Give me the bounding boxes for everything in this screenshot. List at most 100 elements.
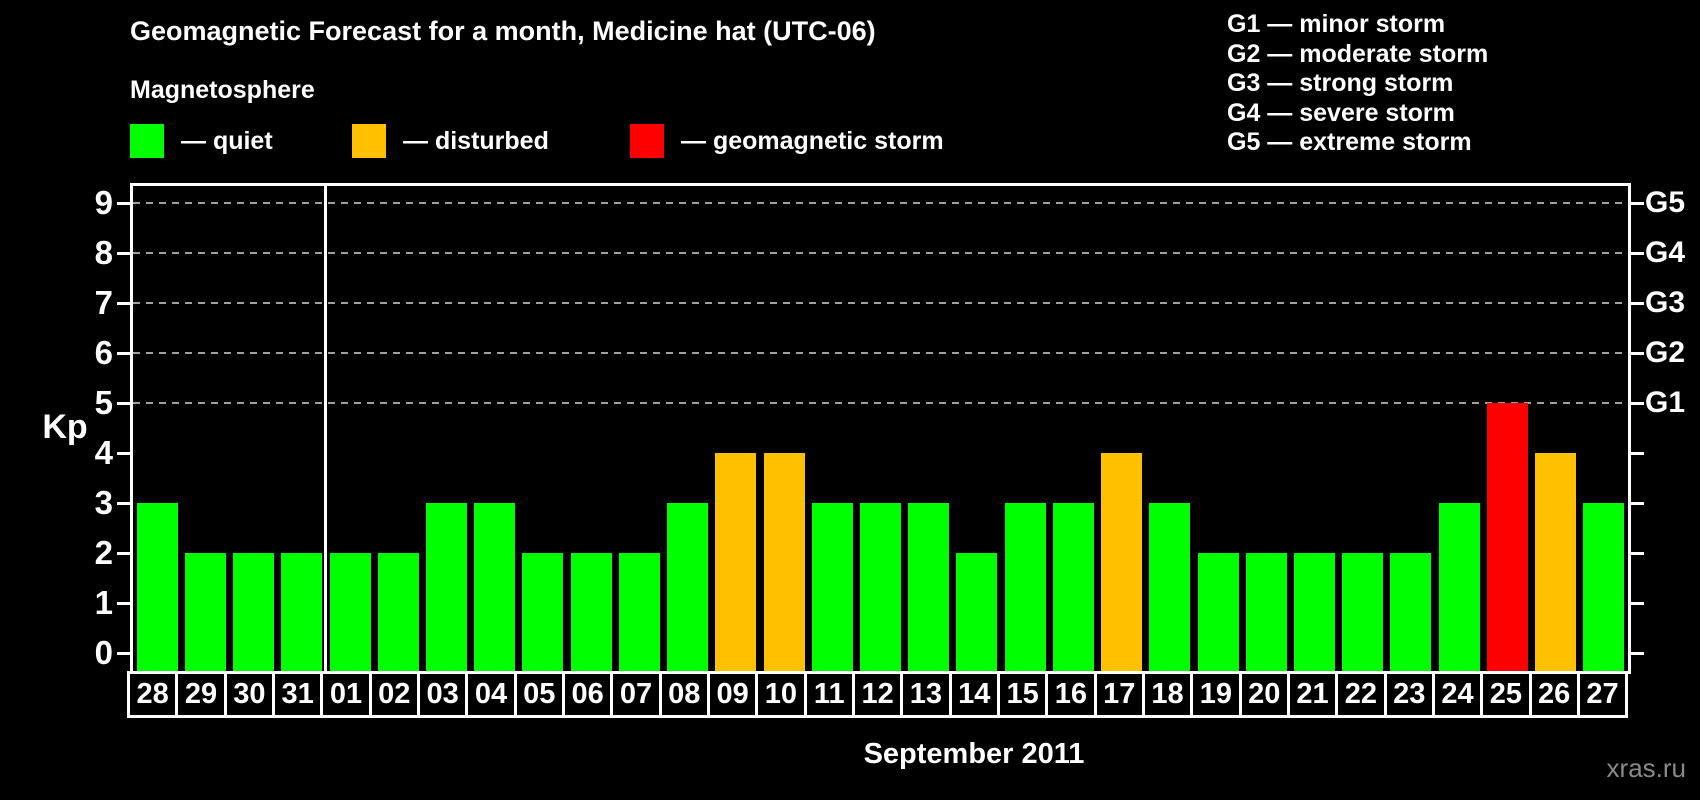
gridline-kp8 (133, 252, 1628, 254)
right-axis-tick (1631, 402, 1644, 405)
day-label-box: 05 (513, 671, 565, 718)
day-label-box: 08 (658, 671, 710, 718)
day-label-box: 14 (948, 671, 1000, 718)
y-axis-tick (117, 452, 130, 455)
right-axis-tick (1631, 602, 1644, 605)
y-axis-tick (117, 402, 130, 405)
kp-bar-day-30 (233, 553, 275, 671)
y-axis-tick (117, 602, 130, 605)
day-label-box: 29 (175, 671, 227, 718)
y-axis-label: Kp (42, 408, 88, 446)
kp-bar-day-04 (474, 503, 516, 671)
day-label-box: 31 (271, 671, 324, 718)
right-axis-tick (1631, 352, 1644, 355)
kp-bar-day-18 (1149, 503, 1191, 671)
gridline-kp7 (133, 302, 1628, 304)
day-label-box: 24 (1431, 671, 1484, 718)
y-tick-label: 2 (94, 534, 113, 571)
day-label-box: 16 (1045, 671, 1097, 718)
legend-item-quiet: — quiet (130, 122, 273, 160)
kp-bar-day-31 (281, 553, 323, 671)
day-label-box: 26 (1528, 671, 1580, 718)
day-label-box: 22 (1335, 671, 1387, 718)
day-label-box: 18 (1141, 671, 1194, 718)
x-axis-month-label: September 2011 (863, 738, 1085, 770)
day-label-box: 01 (320, 671, 372, 718)
disturbed-color-swatch (352, 124, 386, 158)
legend-label-disturbed: — disturbed (403, 126, 549, 155)
g-scale-label-g4: G4 (1645, 236, 1686, 269)
legend-item-disturbed: — disturbed (352, 122, 549, 160)
g-scale-label-g1: G1 (1645, 386, 1686, 419)
kp-bar-day-16 (1052, 503, 1094, 671)
y-tick-label: 8 (94, 234, 113, 271)
legend-label-storm: — geomagnetic storm (681, 126, 944, 155)
day-label-box: 10 (755, 671, 807, 718)
g-scale-label-g5: G5 (1645, 186, 1686, 219)
right-axis-tick (1631, 302, 1644, 305)
kp-bar-day-27 (1583, 503, 1625, 671)
kp-bar-day-15 (1004, 503, 1046, 671)
day-label-box: 28 (127, 671, 179, 718)
storm-scale-legend-line: G4 — severe storm (1227, 98, 1455, 127)
kp-bar-day-21 (1294, 553, 1336, 671)
kp-bar-day-05 (522, 553, 564, 671)
kp-bar-day-10 (763, 453, 805, 671)
y-axis-tick (117, 552, 130, 555)
storm-scale-legend: G1 — minor storm G2 — moderate storm G3 — … (1227, 10, 1488, 158)
y-tick-label: 1 (94, 584, 113, 621)
gridline-kp9 (133, 202, 1628, 204)
y-axis-tick (117, 352, 130, 355)
y-axis-tick (117, 202, 130, 205)
gridline-kp5 (133, 402, 1628, 404)
day-label-box: 19 (1190, 671, 1242, 718)
day-label-box: 07 (610, 671, 662, 718)
day-label-box: 30 (223, 671, 275, 718)
y-tick-label: 7 (94, 284, 113, 321)
y-axis-tick (117, 252, 130, 255)
y-tick-label: 9 (94, 184, 113, 221)
y-tick-label: 0 (94, 634, 113, 671)
day-label-box: 03 (416, 671, 469, 718)
right-axis-tick (1631, 502, 1644, 505)
day-label-box: 20 (1238, 671, 1290, 718)
day-label-box: 04 (465, 671, 517, 718)
day-label-box: 27 (1576, 671, 1629, 718)
day-label-box: 06 (561, 671, 614, 718)
kp-bar-day-08 (667, 503, 709, 671)
chart-title: Geomagnetic Forecast for a month, Medici… (130, 16, 876, 46)
month-separator-line (324, 186, 328, 671)
quiet-color-swatch (130, 124, 164, 158)
y-axis-tick (117, 652, 130, 655)
g-scale-label-g3: G3 (1645, 286, 1686, 319)
legend-label-quiet: — quiet (181, 126, 273, 155)
storm-scale-legend-line: G2 — moderate storm (1227, 39, 1489, 68)
plot-area: 0 1 2 3 4 5 6 7 8 9 G1 G2 G3 G4 G5 (95, 183, 1685, 674)
kp-bar-day-09 (715, 453, 757, 671)
kp-bar-day-19 (1197, 553, 1239, 671)
y-tick-label: 3 (94, 484, 113, 521)
g-scale-label-g2: G2 (1645, 336, 1686, 369)
y-tick-label: 5 (94, 384, 113, 421)
kp-bar-day-20 (1245, 553, 1287, 671)
y-axis-tick (117, 502, 130, 505)
storm-scale-legend-line: G3 — strong storm (1227, 69, 1454, 98)
kp-bar-day-06 (570, 553, 612, 671)
magnetosphere-label: Magnetosphere (130, 76, 315, 104)
kp-bar-day-22 (1342, 553, 1384, 671)
storm-color-swatch (630, 124, 664, 158)
day-label-box: 13 (900, 671, 952, 718)
day-label-box: 25 (1480, 671, 1532, 718)
kp-bar-day-02 (377, 553, 419, 671)
gridline-kp6 (133, 352, 1628, 354)
day-label-box: 02 (368, 671, 420, 718)
day-label-box: 23 (1383, 671, 1435, 718)
kp-bar-day-14 (956, 553, 998, 671)
day-label-box: 09 (706, 671, 759, 718)
kp-bar-day-24 (1438, 503, 1480, 671)
storm-scale-legend-line: G5 — extreme storm (1227, 128, 1472, 157)
y-tick-label: 6 (94, 334, 113, 371)
legend-item-storm: — geomagnetic storm (630, 122, 944, 160)
kp-bar-day-11 (811, 503, 853, 671)
